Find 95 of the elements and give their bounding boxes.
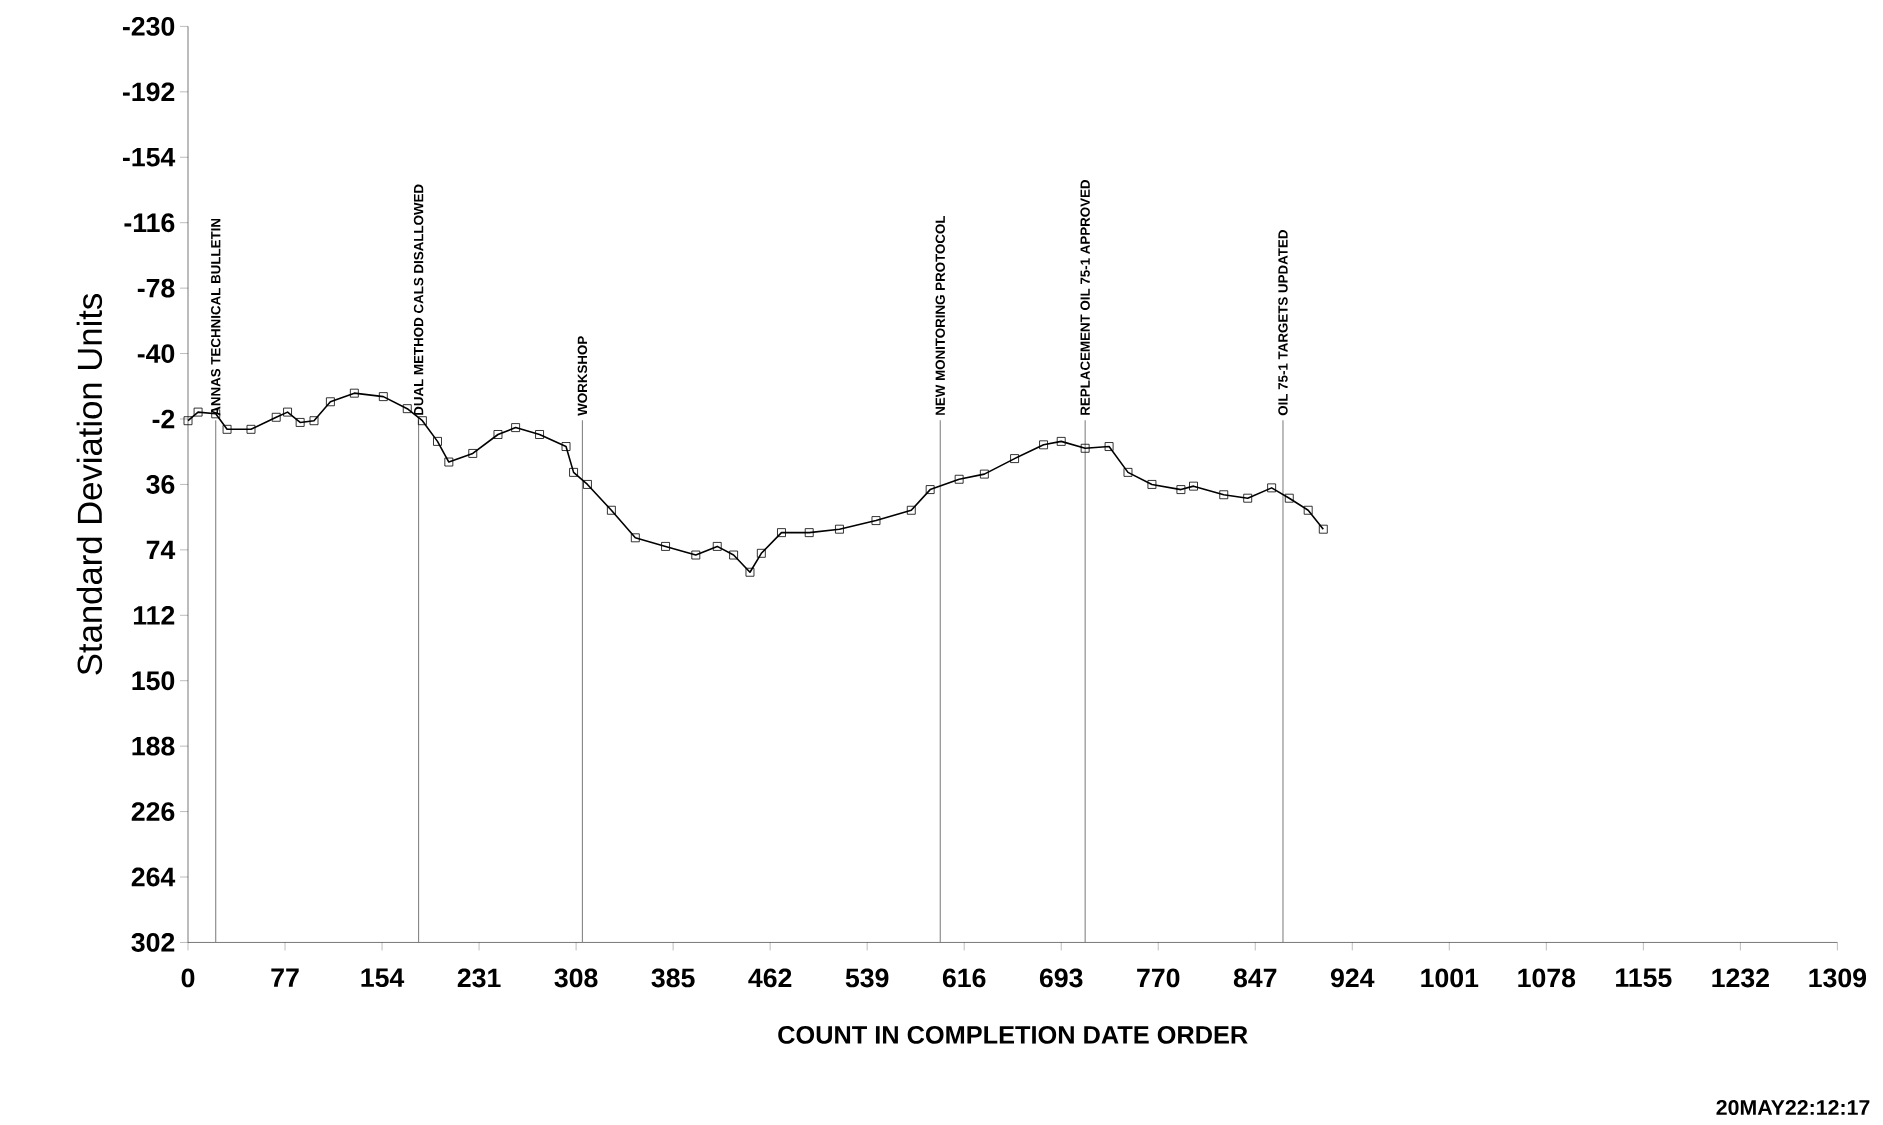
x-tick-label: 0 bbox=[181, 968, 195, 988]
x-tick-label: 1001 bbox=[1421, 968, 1479, 988]
point bbox=[444, 457, 454, 467]
point bbox=[1318, 524, 1328, 534]
x-tick-label: 693 bbox=[1039, 968, 1083, 988]
point bbox=[511, 423, 521, 432]
point bbox=[402, 404, 412, 414]
x-tick-label: 847 bbox=[1233, 968, 1277, 988]
point bbox=[691, 550, 701, 560]
point bbox=[309, 416, 319, 426]
y-tick-label: 226 bbox=[131, 802, 175, 821]
text: 20MAY22:12:17 bbox=[1716, 1099, 1870, 1116]
point bbox=[417, 416, 427, 426]
point bbox=[1243, 493, 1253, 503]
y-tick-label: 264 bbox=[131, 867, 176, 887]
point bbox=[745, 567, 755, 577]
x-tick-label: 231 bbox=[457, 968, 501, 988]
point bbox=[606, 505, 616, 515]
x-tick-label: 462 bbox=[748, 968, 792, 988]
point bbox=[468, 448, 478, 458]
x-tick-label: 539 bbox=[845, 968, 889, 988]
point bbox=[729, 550, 738, 560]
y-tick-label: -116 bbox=[124, 213, 175, 233]
x-tick-label: 1155 bbox=[1616, 968, 1672, 988]
x-tick-label: 1309 bbox=[1809, 968, 1867, 988]
y-tick-label: -154 bbox=[122, 147, 176, 167]
point bbox=[1267, 483, 1277, 493]
y-tick-label: -192 bbox=[122, 82, 175, 102]
y-tick-label: 112 bbox=[133, 605, 175, 625]
point bbox=[561, 442, 571, 451]
point bbox=[906, 505, 916, 515]
y-tick-label: 36 bbox=[146, 474, 175, 494]
ref-line-label: NEW MONITORING PROTOCOL bbox=[935, 215, 945, 415]
y-tick-label: 150 bbox=[132, 671, 175, 691]
point bbox=[193, 407, 203, 417]
x-tick-label: 385 bbox=[651, 968, 695, 988]
point bbox=[433, 436, 442, 446]
point bbox=[1303, 505, 1313, 515]
point bbox=[804, 528, 814, 537]
point bbox=[271, 412, 281, 422]
point bbox=[535, 430, 544, 439]
x-tick-label: 1232 bbox=[1712, 968, 1769, 988]
point bbox=[183, 416, 193, 426]
point bbox=[925, 485, 935, 494]
point bbox=[1147, 479, 1157, 489]
y-axis-title: Standard Deviation Units bbox=[76, 293, 103, 675]
point bbox=[325, 397, 335, 407]
y-tick-label: -40 bbox=[137, 344, 175, 363]
point bbox=[1123, 467, 1133, 477]
point bbox=[756, 548, 766, 558]
point bbox=[349, 388, 359, 398]
point bbox=[630, 533, 640, 543]
ref-line-label: REPLACEMENT OIL 75-1 APPROVED bbox=[1080, 179, 1090, 415]
point bbox=[1176, 485, 1186, 494]
point bbox=[295, 417, 305, 427]
point bbox=[378, 392, 388, 401]
x-tick-label: 77 bbox=[271, 968, 299, 987]
x-tick-label: 308 bbox=[554, 968, 598, 988]
point bbox=[583, 479, 592, 489]
x-tick-label: 1078 bbox=[1518, 968, 1576, 988]
point bbox=[493, 430, 503, 439]
ref-line-label: ANNAS TECHNICAL BULLETIN bbox=[211, 218, 221, 416]
point bbox=[1010, 454, 1019, 463]
point bbox=[835, 524, 844, 534]
point bbox=[979, 469, 989, 479]
x-tick-label: 924 bbox=[1330, 968, 1375, 988]
point bbox=[1080, 443, 1090, 453]
point bbox=[246, 424, 256, 434]
point bbox=[1284, 493, 1294, 503]
x-tick-label: 616 bbox=[942, 968, 986, 988]
point bbox=[1219, 490, 1229, 500]
point bbox=[871, 516, 881, 525]
point bbox=[1104, 442, 1114, 451]
point bbox=[569, 467, 578, 477]
ref-line-label: WORKSHOP bbox=[577, 336, 588, 416]
point bbox=[1189, 481, 1198, 491]
point bbox=[777, 528, 786, 537]
y-tick-label: -2 bbox=[152, 409, 175, 429]
point bbox=[712, 541, 722, 551]
point bbox=[1039, 440, 1048, 450]
point bbox=[661, 541, 670, 551]
point bbox=[954, 474, 964, 484]
point bbox=[1056, 436, 1066, 446]
ref-line-label: DUAL METHOD CALS DISALLOWED bbox=[413, 184, 424, 415]
y-tick-label: -230 bbox=[122, 16, 175, 36]
point bbox=[283, 407, 292, 417]
y-tick-label: 74 bbox=[146, 540, 176, 559]
y-tick-label: 188 bbox=[132, 736, 175, 756]
x-tick-label: 770 bbox=[1137, 968, 1180, 988]
x-axis-title: COUNT IN COMPLETION DATE ORDER bbox=[778, 1025, 1248, 1044]
y-tick-label: 302 bbox=[131, 932, 175, 952]
point bbox=[222, 424, 232, 434]
ref-line-label: OIL 75-1 TARGETS UPDATED bbox=[1278, 230, 1288, 416]
x-tick-label: 154 bbox=[361, 968, 405, 988]
y-tick-label: -78 bbox=[137, 278, 175, 298]
